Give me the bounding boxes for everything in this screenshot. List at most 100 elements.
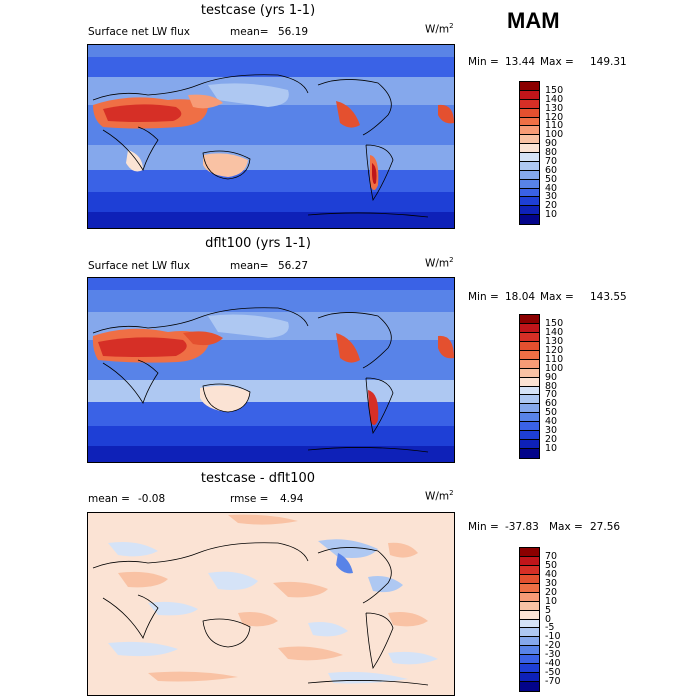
panel-2-mean-value: 56.27 — [278, 260, 309, 272]
colorbar-tick-label: 70 — [545, 155, 558, 167]
colorbar-tick-label: 130 — [545, 335, 564, 347]
colorbar-segment — [520, 82, 539, 91]
colorbar-tick-label: 120 — [545, 111, 564, 123]
colorbar-segment — [520, 188, 539, 198]
colorbar-tick-label: 120 — [545, 344, 564, 356]
colorbar-segment — [520, 179, 539, 189]
colorbar-tick-label: 150 — [545, 84, 564, 96]
colorbar-segment — [520, 646, 539, 656]
colorbar-tick-label: -10 — [545, 631, 561, 643]
colorbar-segment — [520, 601, 539, 611]
season-label: MAM — [507, 8, 560, 33]
colorbar-segment — [520, 673, 539, 683]
colorbar-segment — [520, 90, 539, 100]
colorbar-segment — [520, 108, 539, 118]
colorbar-tick-label: 140 — [545, 326, 564, 338]
colorbar-segment — [520, 170, 539, 180]
colorbar-tick-label: 40 — [545, 568, 558, 580]
panel-3-mean-label: mean = — [88, 493, 130, 505]
colorbar-tick-label: 140 — [545, 93, 564, 105]
colorbar-tick-label: 30 — [545, 425, 558, 437]
colorbar-tick-label: 50 — [545, 559, 558, 571]
panel-1-units: W/m2 — [425, 22, 454, 36]
colorbar-segment — [520, 315, 539, 324]
colorbar-tick-label: 80 — [545, 380, 558, 392]
colorbar-tick-label: 110 — [545, 120, 564, 132]
colorbar-segment — [520, 153, 539, 162]
colorbar-segment — [520, 350, 539, 360]
colorbar-tick-label: -50 — [545, 667, 561, 679]
panel-3-rmse-label: rmse = — [230, 493, 269, 505]
colorbar-segment — [520, 395, 539, 405]
colorbar-segment — [520, 413, 539, 423]
panel-1-colorbar — [519, 81, 540, 225]
panel-2-max-value: 143.55 — [590, 291, 627, 303]
colorbar-tick-label: 100 — [545, 362, 564, 374]
colorbar-tick-label: -20 — [545, 640, 561, 652]
colorbar-tick-label: 20 — [545, 200, 558, 212]
colorbar-tick-label: 10 — [545, 595, 558, 607]
panel-3-min-label: Min = — [468, 521, 499, 533]
panel-3-min-value: -37.83 — [505, 521, 539, 533]
colorbar-tick-label: 60 — [545, 164, 558, 176]
panel-3-title: testcase - dflt100 — [200, 471, 316, 486]
panel-2-map — [87, 277, 455, 463]
panel-1-min-value: 13.44 — [505, 56, 536, 68]
colorbar-tick-label: 50 — [545, 407, 558, 419]
colorbar-tick-label: 150 — [545, 317, 564, 329]
colorbar-tick-label: 20 — [545, 434, 558, 446]
colorbar-segment — [520, 574, 539, 584]
colorbar-tick-label: 130 — [545, 102, 564, 114]
colorbar-segment — [520, 682, 539, 691]
colorbar-tick-label: 10 — [545, 443, 558, 455]
panel-2-field-label: Surface net LW flux — [88, 260, 190, 272]
colorbar-tick-label: 20 — [545, 586, 558, 598]
colorbar-segment — [520, 628, 539, 638]
colorbar-segment — [520, 619, 539, 629]
colorbar-segment — [520, 323, 539, 333]
colorbar-segment — [520, 377, 539, 387]
panel-2-colorbar — [519, 314, 540, 459]
colorbar-tick-label: 30 — [545, 577, 558, 589]
colorbar-segment — [520, 431, 539, 441]
colorbar-tick-label: 5 — [545, 604, 552, 616]
colorbar-segment — [520, 144, 539, 153]
panel-2-mean-label: mean= — [230, 260, 269, 272]
panel-1-max-value: 149.31 — [590, 56, 627, 68]
colorbar-tick-label: -5 — [545, 622, 555, 634]
panel-3-mean-value: -0.08 — [138, 493, 166, 505]
panel-3-max-value: 27.56 — [590, 521, 621, 533]
colorbar-segment — [520, 368, 539, 378]
colorbar-tick-label: 10 — [545, 209, 558, 221]
panel-3-colorbar — [519, 547, 540, 692]
panel-3-rmse-value: 4.94 — [280, 493, 304, 505]
colorbar-segment — [520, 583, 539, 593]
colorbar-segment — [520, 556, 539, 566]
panel-1-map — [87, 44, 455, 229]
colorbar-tick-label: -40 — [545, 658, 561, 670]
panel-2-min-label: Min = — [468, 291, 499, 303]
colorbar-tick-label: 90 — [545, 138, 558, 150]
colorbar-tick-label: 40 — [545, 416, 558, 428]
colorbar-tick-label: -70 — [545, 676, 561, 688]
colorbar-segment — [520, 197, 539, 207]
colorbar-segment — [520, 117, 539, 127]
panel-1-max-label: Max = — [540, 56, 574, 68]
colorbar-segment — [520, 655, 539, 665]
panel-2-units: W/m2 — [425, 256, 454, 270]
panel-1-mean-value: 56.19 — [278, 26, 309, 38]
colorbar-segment — [520, 422, 539, 432]
colorbar-tick-label: 40 — [545, 182, 558, 194]
colorbar-segment — [520, 386, 539, 396]
colorbar-segment — [520, 637, 539, 647]
colorbar-tick-label: 70 — [545, 550, 558, 562]
colorbar-tick-label: 50 — [545, 173, 558, 185]
colorbar-segment — [520, 404, 539, 414]
colorbar-segment — [520, 610, 539, 620]
colorbar-segment — [520, 341, 539, 351]
panel-1-min-label: Min = — [468, 56, 499, 68]
colorbar-segment — [520, 126, 539, 136]
panel-3-units: W/m2 — [425, 489, 454, 503]
panel-3-max-label: Max = — [549, 521, 583, 533]
colorbar-tick-label: 80 — [545, 147, 558, 158]
